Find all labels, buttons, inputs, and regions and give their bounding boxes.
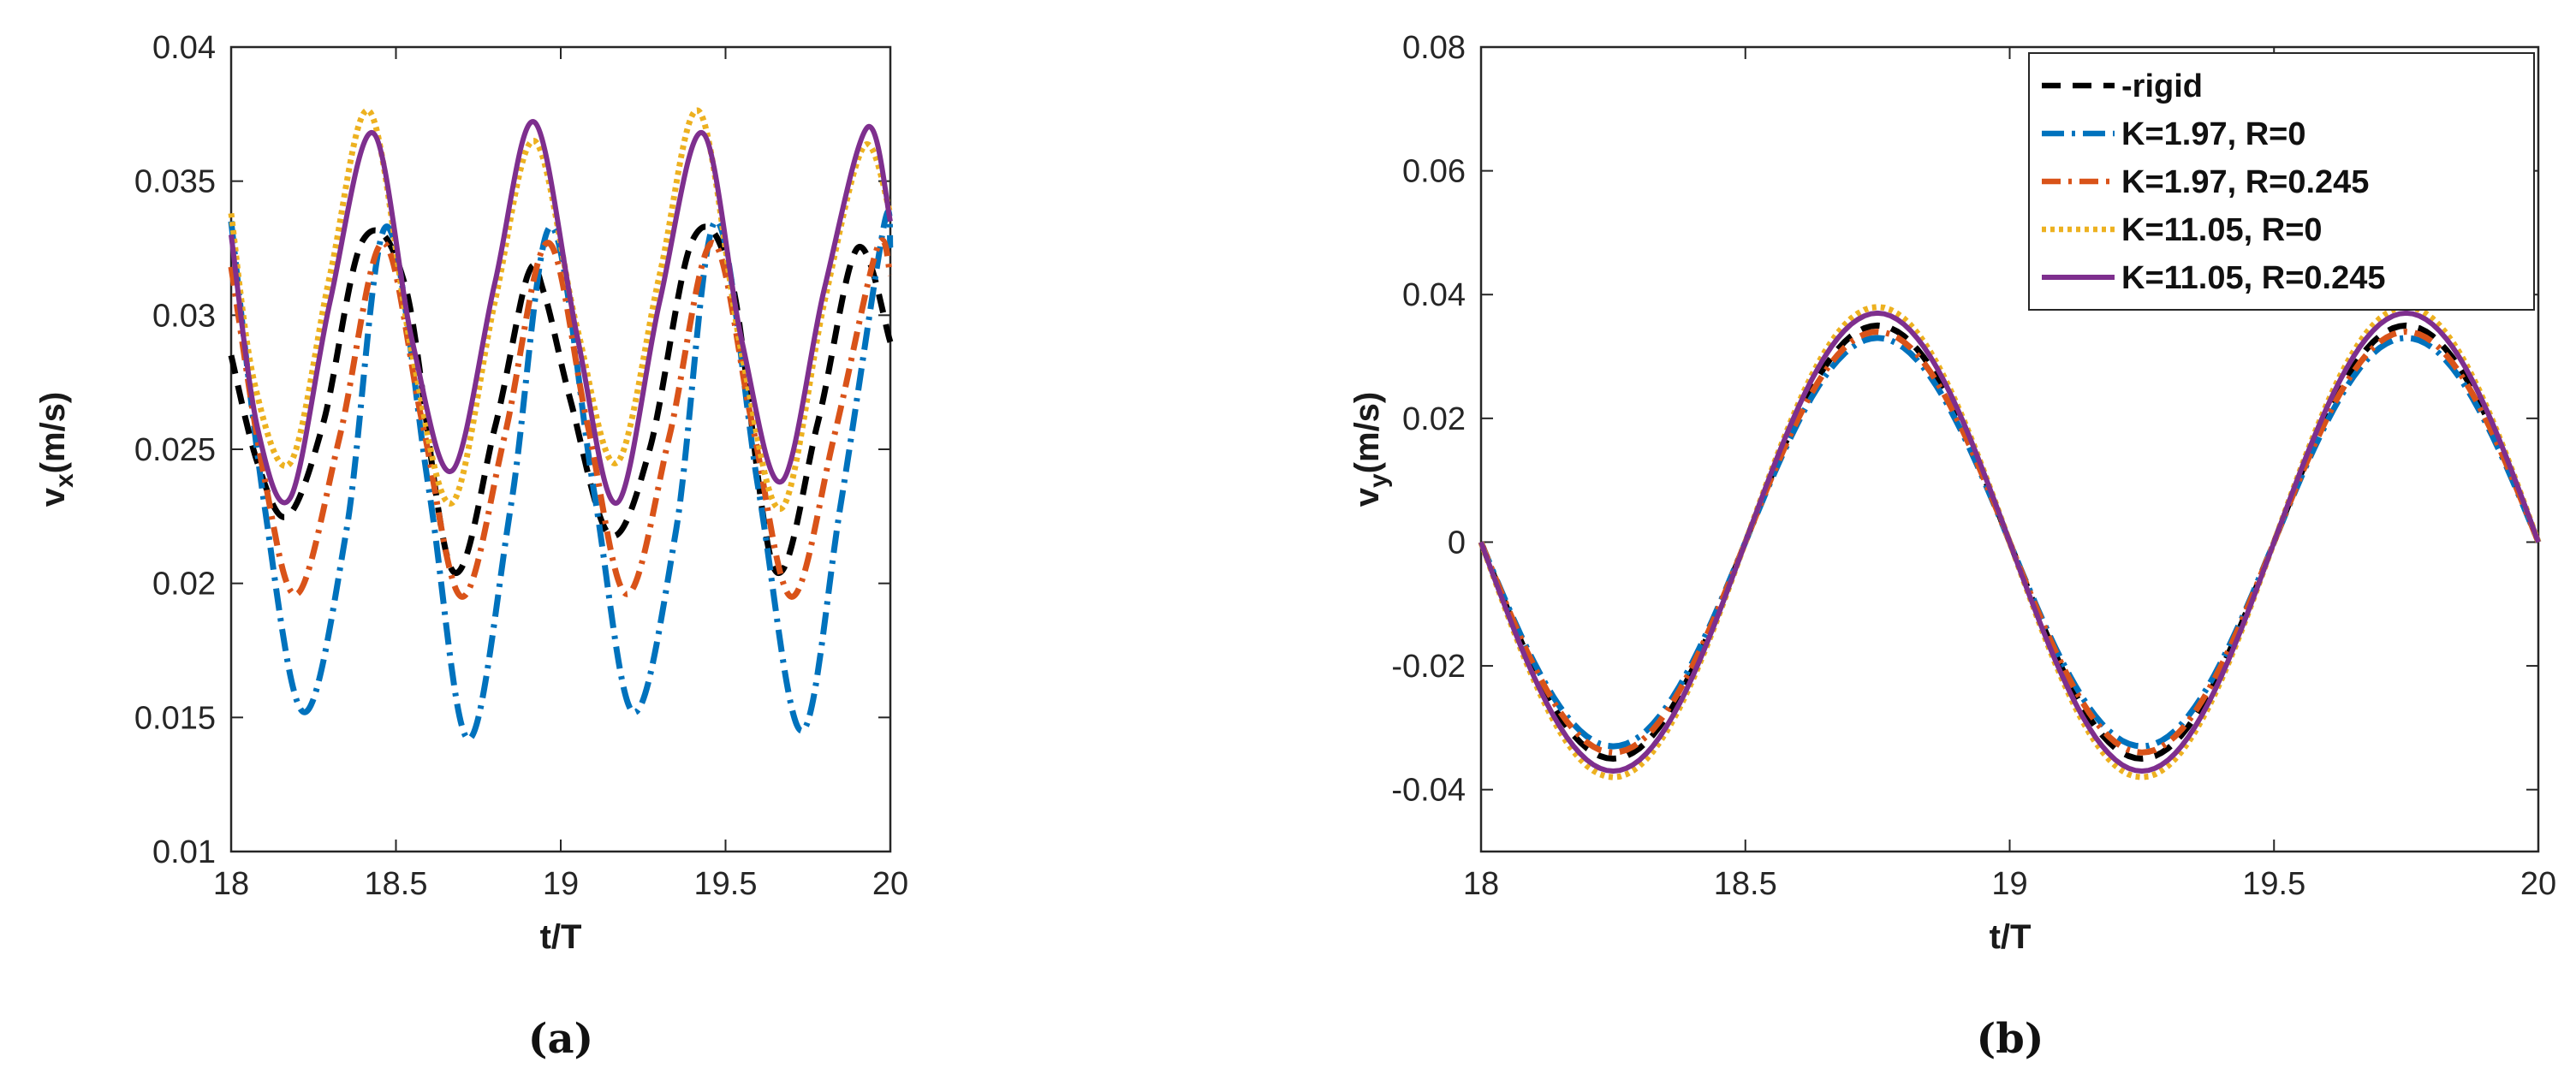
panel-b-ylabel-main: v [1348,487,1386,507]
panel-a-series [228,107,894,742]
panel-a-axes: 18 18.5 19 19.5 20 0.01 0.015 0.02 0.025 0.03 0.03… [134,30,908,902]
panel-b-ytick-label: 0.04 [1402,277,1466,313]
svg-text:vy(m/s): vy(m/s) [1348,392,1393,507]
panel-b-ytick-label: 0.06 [1402,154,1466,190]
panel-b-axes: 18 18.5 19 19.5 20 -0.04 -0.02 0 0.02 0.04 0.06 0.0… [1391,30,2556,902]
panel-a-ylabel: vx(m/s) [34,392,79,507]
panel-a-series-k-11-05-r-0-245 [229,119,893,506]
legend-label-k-1-97-r-0-245: K=1.97, R=0.245 [2121,164,2369,200]
panel-b-ytick-label: 0.08 [1402,30,1466,66]
panel-b-ytick-label: 0 [1448,525,1466,561]
panel-b-ytick-label: -0.02 [1391,649,1466,685]
panel-a-ytick-label: 0.02 [152,567,216,602]
panel-a-plot-area [229,45,892,853]
caption-b: (b) [1977,1015,2044,1063]
panel-a-xtick-label: 18.5 [365,866,428,902]
panel-a-series-k-1-97-r-0-245 [228,237,894,600]
panel-a-ytick-label: 0.04 [152,30,216,66]
legend-box [2028,52,2535,311]
caption-a: (a) [528,1015,594,1063]
legend-label-k-11-05-r-0: K=11.05, R=0 [2121,212,2323,248]
panel-b-chart: 18 18.5 19 19.5 20 -0.04 -0.02 0 0.02 0.04 0.06 0.0… [1348,30,2556,1063]
panel-a-xtick-label: 18 [213,866,249,902]
panel-b-xtick-label: 18 [1463,866,1499,902]
panel-b-ylabel: vy(m/s) [1348,392,1393,507]
panel-a-chart: 18 18.5 19 19.5 20 0.01 0.015 0.02 0.025 0.03 0.03… [34,30,908,1063]
panel-a-xtick-label: 20 [872,866,908,902]
panel-a-xtick-label: 19 [543,866,579,902]
panel-b-ylabel-unit: (m/s) [1348,392,1386,474]
legend-label-k-1-97-r-0: K=1.97, R=0 [2121,116,2305,152]
panel-a-ylabel-main: v [34,487,72,507]
panel-b-xtick-label: 19 [1991,866,2027,902]
panel-b-xtick-label: 18.5 [1714,866,1777,902]
panel-b-ytick-label: -0.04 [1391,773,1466,809]
svg-text:vx(m/s): vx(m/s) [34,392,79,507]
panel-b-legend: -rigid K=1.97, R=0 K=1.97, R=0.245 K=11.05,… [2028,52,2535,311]
panel-a-ytick-label: 0.035 [134,164,216,200]
panel-b-series [1478,304,2542,780]
panel-b-xtick-label: 20 [2520,866,2556,902]
panel-b-ylabel-sub: y [1365,473,1393,488]
panel-a-series-k-1-97-r-0 [228,208,894,742]
panel-b-ytick-label: 0.02 [1402,401,1466,437]
panel-a-ytick-label: 0.03 [152,298,216,334]
panel-b-xtick-label: 19.5 [2242,866,2305,902]
legend-label-k-11-05-r-0-245: K=11.05, R=0.245 [2121,260,2385,296]
panel-a-ytick-label: 0.01 [152,834,216,870]
legend-label-rigid: -rigid [2121,68,2203,104]
panel-b-xlabel: t/T [1990,918,2032,956]
panel-a-xtick-label: 19.5 [694,866,758,902]
panel-b-series-k-11-05-r-0-245 [1478,310,2541,774]
panel-a-ylabel-unit: (m/s) [34,392,72,474]
panel-a-ytick-label: 0.025 [134,432,216,468]
panel-a-ylabel-sub: x [51,473,79,488]
panel-a-xlabel: t/T [540,918,582,956]
panel-a-ytick-label: 0.015 [134,700,216,736]
